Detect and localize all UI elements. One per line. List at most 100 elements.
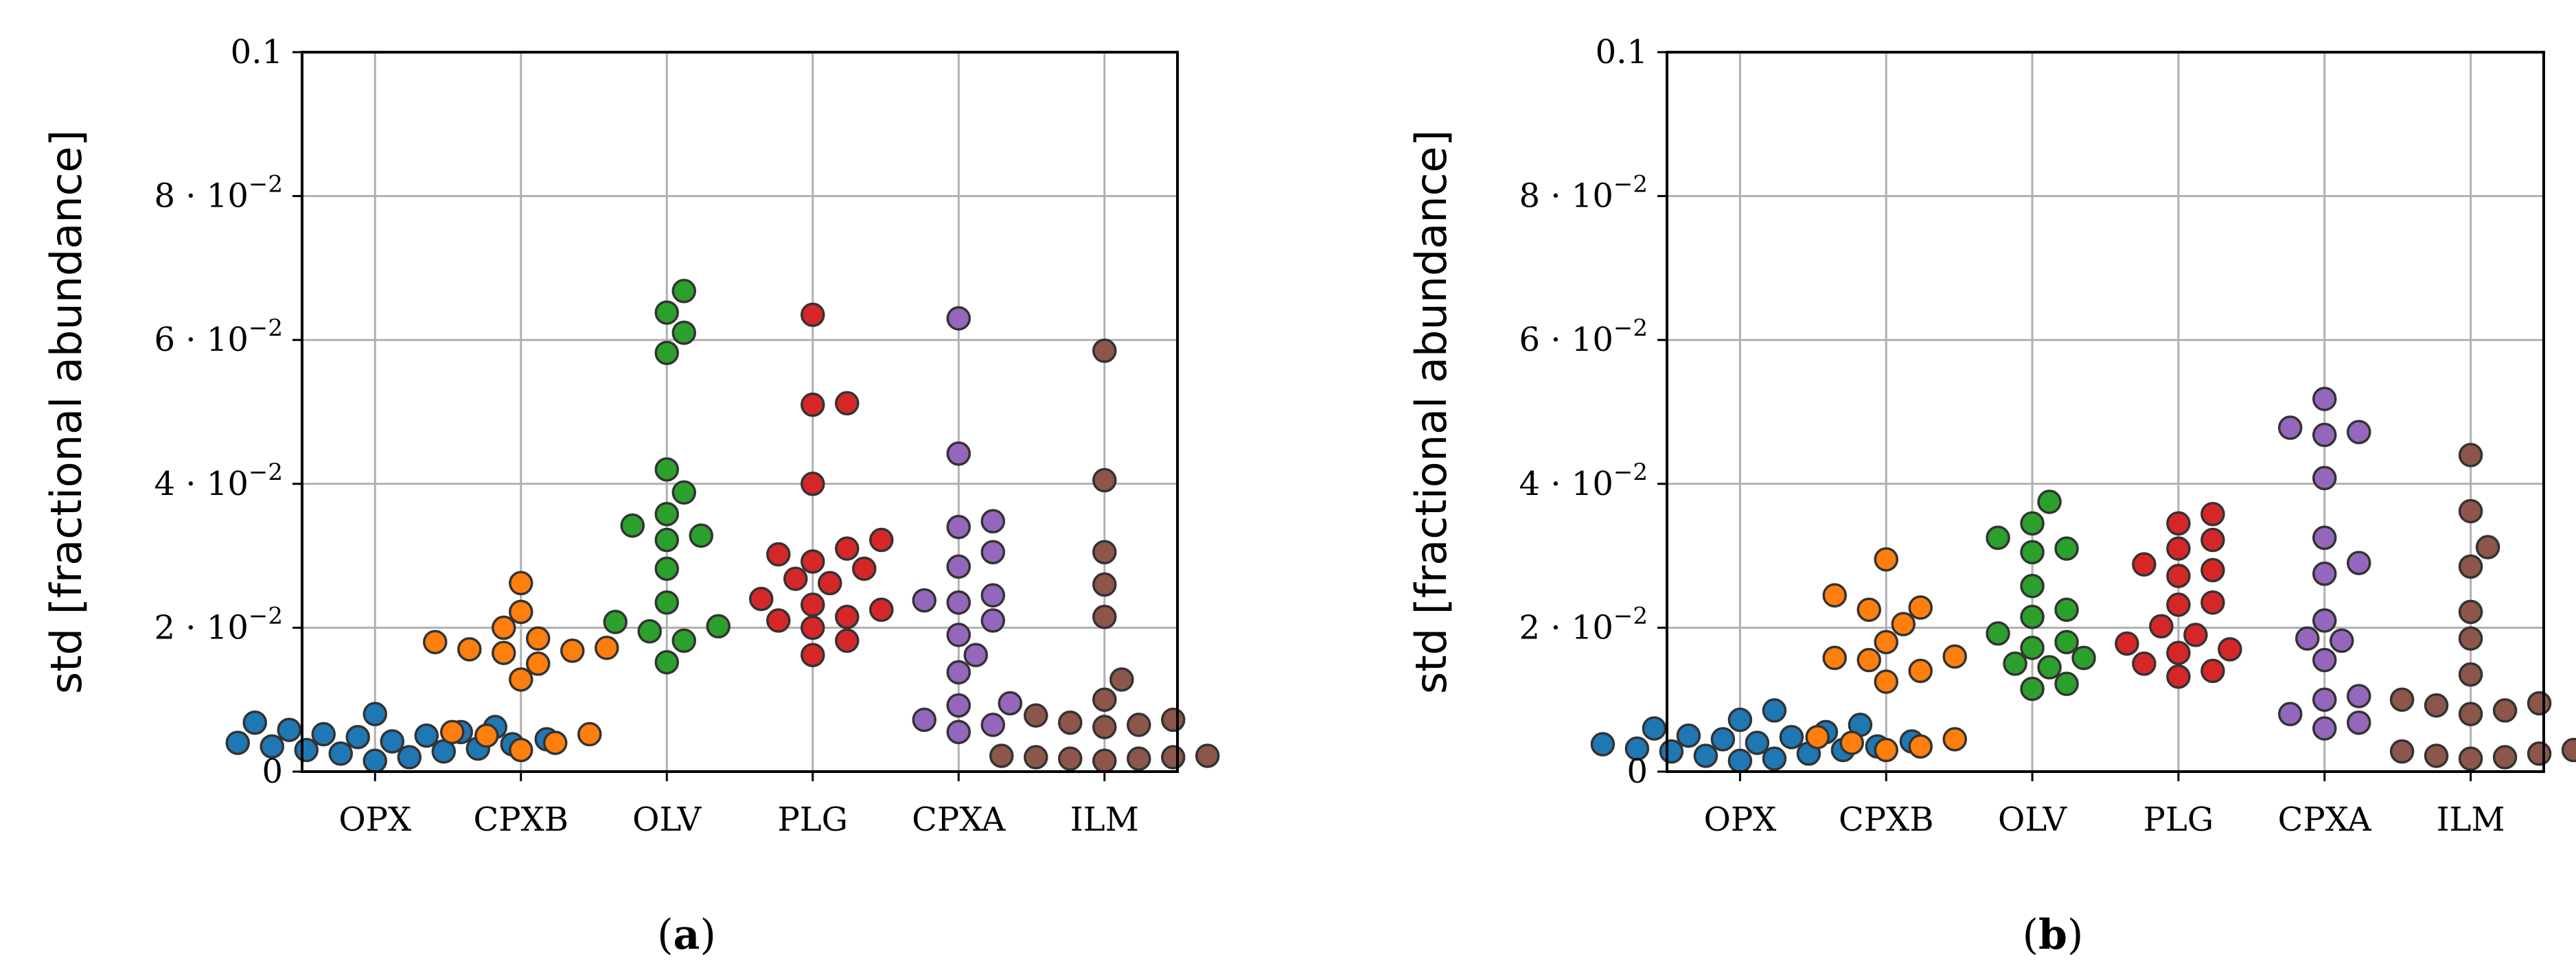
- data-point-cpxa: [2278, 702, 2303, 726]
- data-point-plg: [2166, 536, 2191, 561]
- data-point-plg: [2166, 564, 2191, 588]
- data-point-plg: [766, 608, 791, 633]
- data-point-cpxb: [1942, 727, 1967, 752]
- data-point-plg: [2200, 502, 2225, 527]
- data-point-olv: [671, 628, 696, 654]
- data-point-ilm: [1058, 710, 1083, 735]
- data-point-olv: [1986, 621, 2010, 646]
- data-point-plg: [2166, 664, 2191, 689]
- data-point-cpxa: [946, 306, 971, 331]
- panel-label: (b): [2023, 911, 2084, 959]
- data-point-opx: [311, 721, 336, 747]
- data-point-opx: [1642, 716, 1667, 741]
- data-point-cpxa: [2347, 684, 2371, 708]
- data-point-olv: [637, 619, 662, 644]
- panel-label: (a): [657, 911, 716, 959]
- data-point-olv: [2020, 676, 2045, 702]
- data-point-plg: [852, 556, 877, 581]
- data-point-olv: [689, 523, 713, 548]
- data-point-cpxb: [1908, 595, 1933, 620]
- data-point-plg: [801, 643, 825, 667]
- data-point-olv: [2020, 540, 2045, 565]
- x-tick-label: OPX: [338, 800, 411, 839]
- data-point-cpxa: [946, 590, 971, 615]
- data-point-olv: [654, 556, 679, 581]
- data-point-plg: [869, 527, 894, 553]
- data-point-ilm: [989, 743, 1014, 768]
- data-point-opx: [294, 737, 319, 763]
- x-tick-label: PLG: [2143, 800, 2214, 839]
- data-point-plg: [801, 549, 825, 574]
- data-point-cpxb: [1942, 644, 1967, 669]
- data-point-plg: [2166, 640, 2191, 665]
- data-point-ilm: [2527, 691, 2552, 716]
- data-point-olv: [2020, 635, 2045, 660]
- data-point-ilm: [2492, 745, 2518, 770]
- data-point-plg: [2115, 631, 2139, 656]
- data-point-ilm: [1092, 604, 1117, 630]
- data-point-olv: [654, 340, 679, 365]
- data-point-ilm: [2424, 743, 2449, 768]
- data-point-cpxa: [2347, 710, 2371, 735]
- gridlines: [302, 51, 1177, 773]
- data-point-opx: [260, 734, 284, 759]
- data-point-plg: [2200, 658, 2225, 684]
- data-point-ilm: [1092, 715, 1117, 739]
- data-point-olv: [2054, 536, 2079, 561]
- data-point-opx: [414, 723, 439, 748]
- data-point-plg: [835, 391, 860, 416]
- data-point-cpxb: [492, 615, 516, 640]
- data-point-cpxb: [595, 635, 619, 660]
- data-point-cpxa: [2312, 525, 2337, 551]
- data-point-ilm: [1024, 745, 1048, 770]
- data-point-olv: [671, 320, 696, 345]
- data-point-cpxa: [946, 660, 971, 685]
- panel-a: 0 2 · 10−2 4 · 10−2 6 · 10−2 8 · 10−2 0.1 OPX C…: [41, 33, 1220, 959]
- data-point-ilm: [2458, 702, 2483, 726]
- x-tick-label: CPXA: [2278, 800, 2372, 839]
- data-point-ilm: [2458, 626, 2483, 651]
- data-point-olv: [654, 457, 679, 482]
- data-point-cpxa: [980, 713, 1005, 737]
- data-point-cpxa: [2278, 415, 2303, 440]
- data-point-plg: [801, 302, 825, 327]
- data-point-plg: [835, 628, 860, 654]
- data-point-ilm: [1092, 572, 1117, 597]
- data-point-plg: [749, 586, 774, 612]
- data-point-ilm: [1024, 703, 1048, 728]
- data-point-ilm: [1058, 746, 1083, 771]
- data-point-olv: [2020, 511, 2045, 536]
- data-point-ilm: [1092, 540, 1117, 565]
- data-point-opx: [1745, 730, 1770, 755]
- data-point-ilm: [1092, 338, 1117, 363]
- y-tick-label: 2 · 10−2: [1519, 602, 1648, 647]
- data-point-plg: [869, 597, 894, 622]
- data-point-cpxb: [1874, 737, 1898, 763]
- data-point-opx: [380, 729, 404, 754]
- data-point-plg: [2200, 557, 2225, 583]
- data-point-cpxb: [509, 737, 533, 763]
- data-point-opx: [363, 702, 387, 726]
- y-tick-label: 0.1: [1596, 33, 1648, 71]
- data-point-opx: [1693, 743, 1718, 768]
- x-tick-label: ILM: [1070, 800, 1139, 839]
- data-point-opx: [1727, 707, 1753, 732]
- data-point-ilm: [1092, 748, 1117, 774]
- data-point-ilm: [2458, 554, 2483, 579]
- data-point-cpxa: [980, 509, 1005, 534]
- data-point-plg: [2132, 651, 2157, 676]
- data-point-opx: [1762, 698, 1787, 723]
- data-point-cpxb: [1908, 734, 1933, 759]
- data-point-olv: [1986, 525, 2010, 551]
- gridlines: [1667, 51, 2544, 773]
- data-point-opx: [345, 724, 370, 750]
- x-tick-label: ILM: [2437, 800, 2505, 839]
- data-point-plg: [766, 542, 791, 567]
- data-point-cpxa: [980, 540, 1005, 565]
- data-point-opx: [1624, 736, 1650, 761]
- data-point-cpxb: [1839, 730, 1864, 755]
- x-tick-label: OLV: [1998, 800, 2068, 839]
- data-point-opx: [1659, 739, 1684, 764]
- data-point-olv: [2003, 651, 2027, 676]
- data-point-cpxa: [946, 514, 971, 540]
